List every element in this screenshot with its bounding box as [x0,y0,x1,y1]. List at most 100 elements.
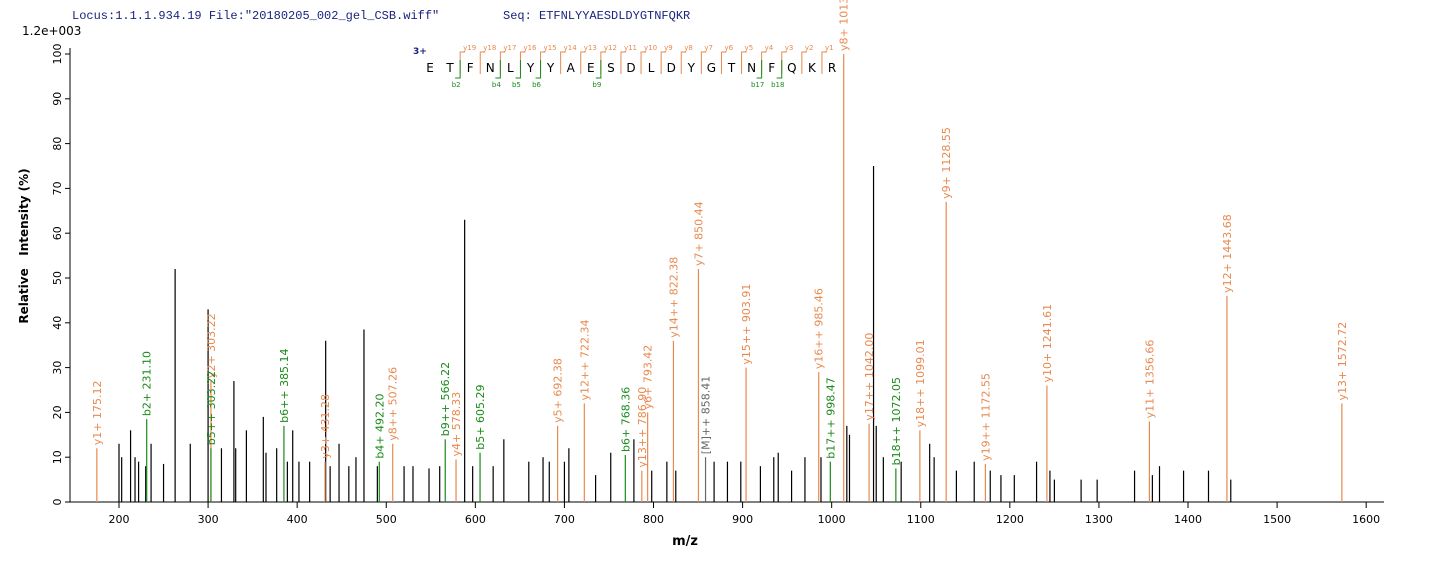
residue: T [727,61,736,75]
peak-label: y8++ 507.26 [387,367,400,441]
y-ion: y15 [544,44,557,52]
x-tick-label: 200 [108,513,129,526]
y-tick-label: 30 [51,361,64,375]
y-ion: y3 [785,44,794,52]
residue: Y [526,61,535,75]
peak-label: b17++ 998.47 [824,377,837,458]
y-bracket [499,51,506,74]
y-ion: y13 [584,44,597,52]
y-ion: y18 [483,44,496,52]
peak-label: y9+ 1128.55 [940,127,953,199]
b-ion: b5 [512,81,521,89]
peak-label: y3+ 431.28 [319,394,332,459]
x-tick-label: 1000 [818,513,846,526]
b-ion: b6 [532,81,541,89]
peak-label: y8+ 1013.50 [838,0,851,51]
x-tick-label: 600 [465,513,486,526]
y-axis-label: Relative Intensity (%) [17,168,31,323]
y-bracket [821,51,827,74]
peak-label: y19++ 1172.55 [979,373,992,461]
y-bracket [680,51,687,74]
y-ion: y14 [564,44,578,52]
b-bracket [776,60,783,79]
y-ion: y1 [825,44,834,52]
y-bracket [580,51,586,74]
y-bracket [761,51,767,74]
residue: Y [687,61,696,75]
peak-label: b5+ 605.29 [474,385,487,450]
residue: K [808,61,817,75]
y-ion: y9 [664,44,673,52]
scale-label: 1.2e+003 [22,24,81,38]
residue: F [768,61,775,75]
y-tick-label: 100 [51,44,64,65]
residue: L [648,61,655,75]
y-ion: y8 [684,44,693,52]
peak-label: b6++ 385.14 [278,348,291,422]
residue: F [467,61,474,75]
y-bracket [720,51,727,74]
y-ion: y17 [503,44,516,52]
y-bracket [640,51,647,74]
b-ion: b4 [492,81,501,89]
peak-label: b6+ 768.36 [619,387,632,452]
y-tick-label: 60 [51,226,64,240]
b-bracket [535,60,542,79]
y-bracket [781,51,787,74]
b-ion: b17 [751,81,764,89]
charge: 3+ [413,47,427,57]
peak-label: y16++ 985.46 [813,288,826,369]
residue: G [707,61,716,75]
residue: S [607,61,615,75]
x-tick-label: 1200 [996,513,1024,526]
x-tick-label: 1500 [1263,513,1291,526]
y-tick-label: 90 [51,92,64,106]
peak-label: y10+ 1241.61 [1041,304,1054,383]
b-bracket [756,60,763,79]
peak-label: y18++ 1099.01 [914,339,927,427]
residue: D [626,61,635,75]
y-bracket [519,51,526,74]
b-bracket [455,60,461,79]
y-ion: y16 [523,44,537,52]
peak-label: y12++ 722.34 [578,320,591,401]
y-bracket [741,51,747,74]
b-bracket [495,60,501,79]
peak-label: y7+ 850.44 [692,201,705,266]
peak-label: [M]++ 858.41 [700,376,713,455]
y-bracket [620,51,626,74]
y-tick-label: 70 [51,181,64,195]
x-tick-label: 1100 [907,513,935,526]
header: Locus:1.1.1.934.19 File:"20180205_002_ge… [72,9,439,23]
b-bracket [515,60,521,79]
x-tick-label: 900 [732,513,753,526]
y-ion: y2 [805,44,814,52]
y-ion: y10 [644,44,657,52]
peak-label: b4+ 492.20 [373,393,386,458]
peak-label: b18++ 1072.05 [890,377,903,465]
b-ion: b9 [592,81,601,89]
y-bracket [801,51,807,74]
residue: N [486,61,495,75]
peak-label: y12+ 1443.68 [1221,214,1234,293]
residue: E [587,61,595,75]
y-ion: y4 [765,44,774,52]
peak-label: y5+ 692.38 [552,358,565,423]
x-tick-label: 800 [643,513,664,526]
peak-label: y1+ 175.12 [91,381,104,446]
y-ion: y19 [463,44,476,52]
residue: T [445,61,454,75]
peak-label: b5++ 303.22 [205,371,218,445]
y-ion: y11 [624,44,637,52]
peak-label: y13+ 1572.72 [1336,322,1349,401]
y-ion: y5 [745,44,754,52]
peak-label: y14++ 822.38 [667,257,680,338]
peak-label: y4+ 578.33 [450,392,463,457]
residue: R [828,61,836,75]
peak-label: y13++ 786.90 [636,387,649,468]
peak-label: y11+ 1356.66 [1143,340,1156,419]
y-bracket [660,51,667,74]
residue: L [507,61,514,75]
y-bracket [700,51,707,74]
peak-label: y6+ 793.42 [642,345,655,410]
